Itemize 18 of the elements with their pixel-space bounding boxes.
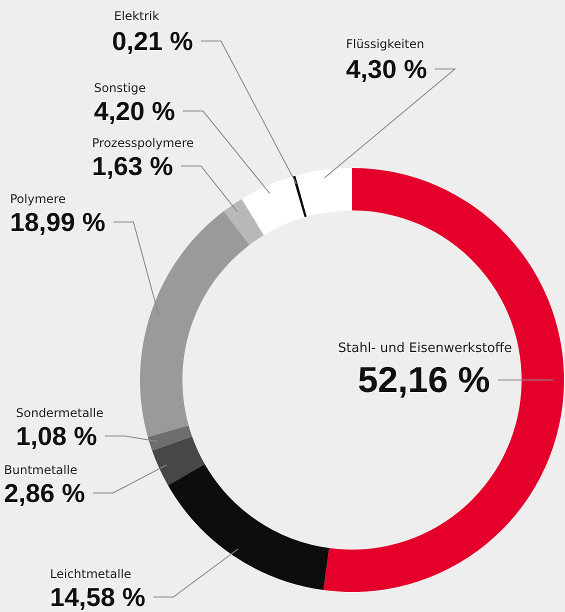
data-label: 18,99 % <box>10 207 106 237</box>
slice-label: Sonstige <box>94 81 146 95</box>
data-label: 2,86 % <box>4 478 85 508</box>
slice-label: Leichtmetalle <box>50 567 132 581</box>
data-label: 52,16 % <box>358 359 490 400</box>
data-label: 4,30 % <box>346 54 427 84</box>
data-label: 1,08 % <box>16 421 97 451</box>
data-label: 0,21 % <box>112 26 193 56</box>
data-label: 4,20 % <box>94 96 175 126</box>
data-label: 1,63 % <box>92 151 173 181</box>
slice-label: Prozesspolymere <box>92 136 194 150</box>
slice-label: Sondermetalle <box>16 406 104 420</box>
slice-label: Buntmetalle <box>4 463 78 477</box>
slice-label: Elektrik <box>114 9 160 23</box>
data-label: 14,58 % <box>50 582 146 612</box>
slice-label: Stahl- und Eisenwerkstoffe <box>338 341 512 356</box>
slice-label: Polymere <box>10 192 66 206</box>
slice-label: Flüssigkeiten <box>346 37 424 51</box>
